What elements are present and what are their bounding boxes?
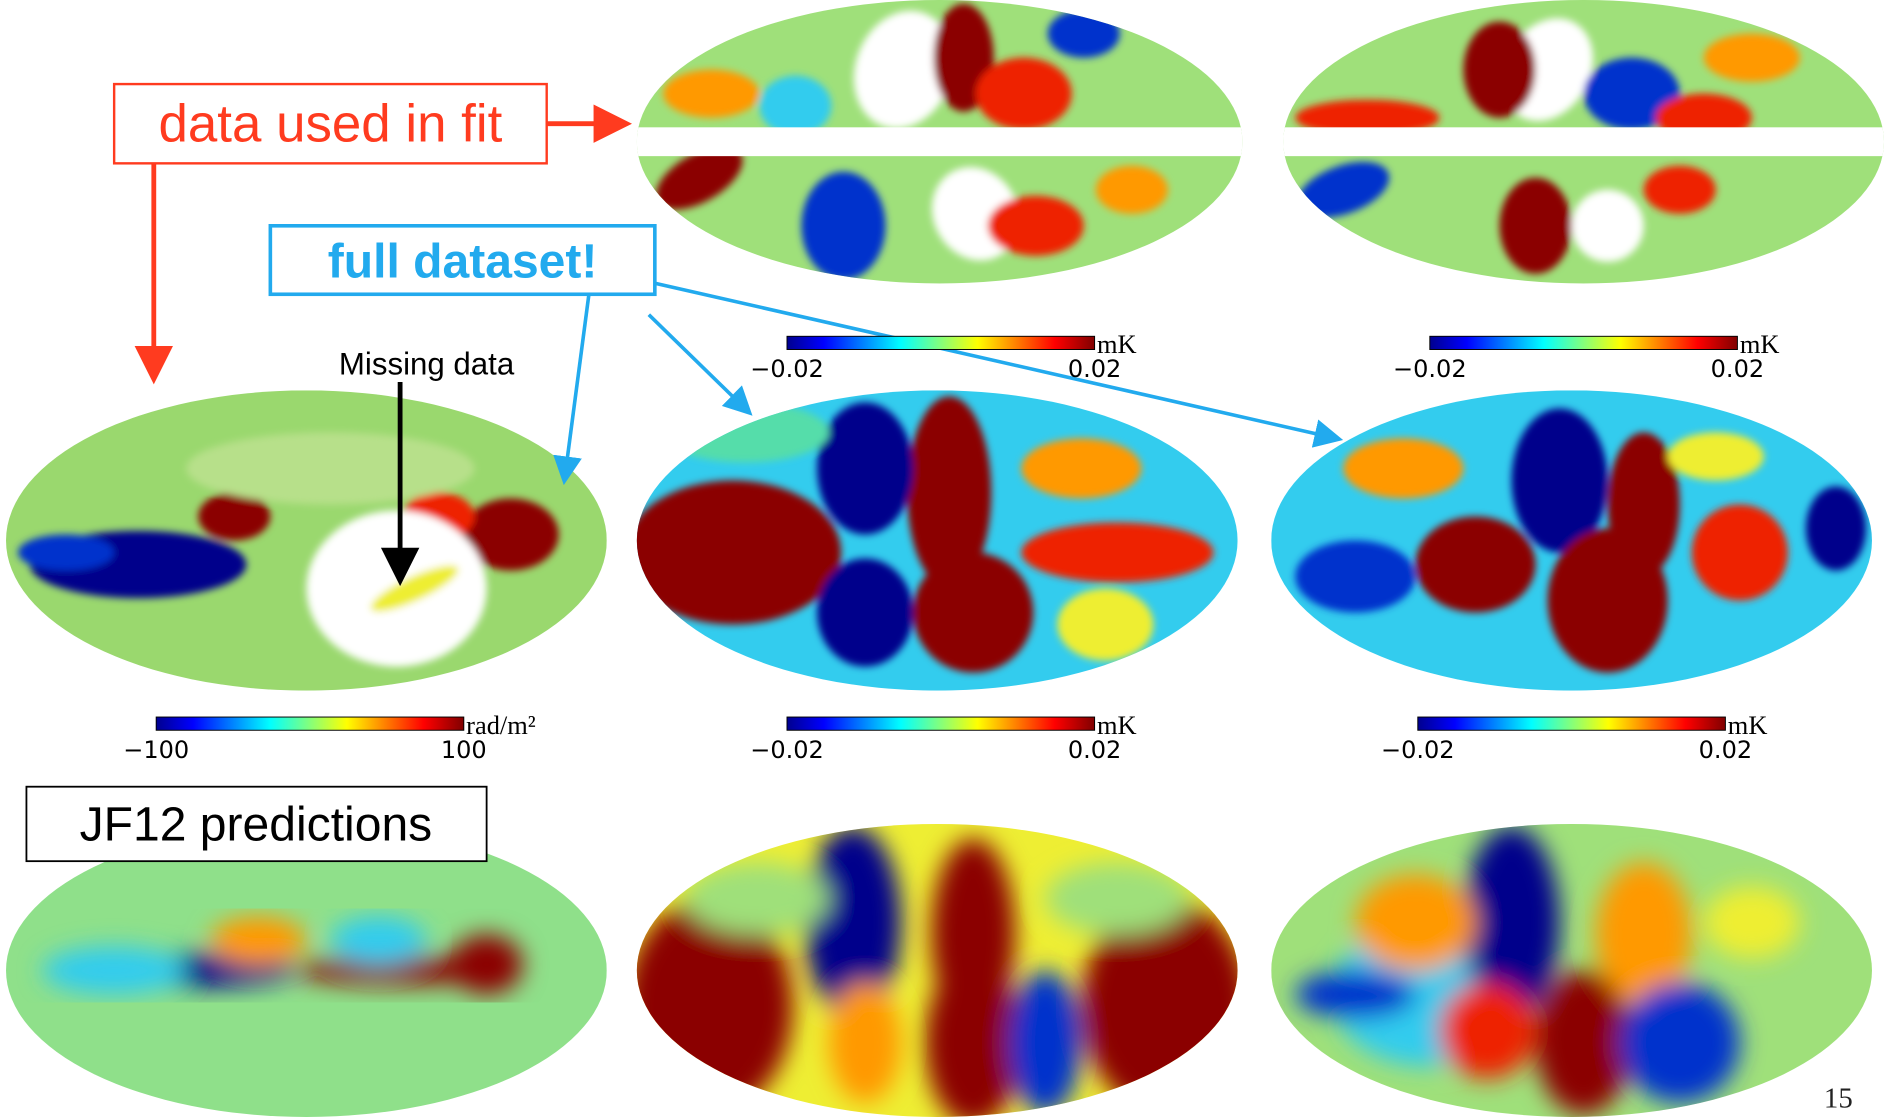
map-region	[1021, 438, 1141, 498]
colorbar-max: 0.02	[1068, 355, 1121, 383]
map-region	[1572, 190, 1644, 262]
map-region	[42, 946, 186, 994]
map-region	[18, 534, 114, 570]
map-region	[1057, 589, 1153, 661]
map-region	[1045, 862, 1189, 934]
map-region	[625, 480, 841, 624]
map-region	[1548, 528, 1668, 672]
map-region	[663, 70, 759, 118]
colorbar-max: 100	[441, 736, 487, 764]
map-region	[1536, 970, 1632, 1114]
colorbar	[787, 336, 1095, 349]
map-region	[1644, 166, 1716, 214]
map-region	[988, 196, 1084, 256]
colorbar-min: −100	[123, 736, 189, 764]
map-region	[1048, 10, 1120, 58]
map-region	[759, 76, 831, 136]
arrow	[649, 315, 748, 411]
map-region	[1704, 34, 1800, 82]
colorbar-max: 0.02	[1068, 736, 1121, 764]
map-region	[1439, 982, 1535, 1078]
map-region	[1021, 522, 1213, 582]
colorbar	[787, 717, 1095, 730]
colorbar-min: −0.02	[1381, 736, 1455, 764]
map-region	[1295, 970, 1415, 1018]
fit-label: data used in fit	[159, 95, 503, 154]
map-region	[1295, 540, 1415, 612]
map-region	[186, 432, 474, 504]
map-region	[1620, 982, 1740, 1102]
prediction-label: JF12 predictions	[80, 799, 433, 852]
map-region	[1668, 432, 1764, 480]
map-region	[1343, 438, 1463, 498]
map-region	[1355, 874, 1475, 970]
map-region	[829, 982, 901, 1102]
map-region	[1415, 516, 1535, 612]
full-label: full dataset!	[328, 235, 598, 288]
map-region	[1692, 504, 1788, 600]
colorbar-unit: mK	[1097, 710, 1137, 740]
map-region	[817, 402, 913, 534]
map-region	[817, 559, 913, 667]
colorbar-unit: mK	[1740, 329, 1780, 359]
colorbar-max: 0.02	[1711, 355, 1764, 383]
sky-map	[625, 390, 1238, 690]
mask-band	[1283, 127, 1884, 156]
sky-map	[6, 390, 607, 690]
colorbar-max: 0.02	[1699, 736, 1752, 764]
colorbar	[156, 717, 464, 730]
colorbar-min: −0.02	[750, 736, 824, 764]
colorbar-min: −0.02	[1393, 355, 1467, 383]
arrow	[565, 295, 589, 478]
map-region	[1704, 886, 1800, 958]
map-region	[801, 172, 885, 280]
sky-map	[1271, 824, 1872, 1117]
map-region	[661, 402, 829, 462]
map-region	[451, 934, 523, 994]
colorbar	[1430, 336, 1738, 349]
sky-map	[1271, 390, 1872, 690]
colorbar-unit: mK	[1097, 329, 1137, 359]
colorbar	[1418, 717, 1726, 730]
sky-map	[625, 824, 1250, 1117]
sky-maps	[6, 0, 1884, 1117]
colorbar-unit: mK	[1728, 710, 1768, 740]
map-region	[913, 552, 1033, 672]
slide: data used in fit full dataset! Missing d…	[0, 0, 1884, 1117]
sky-map	[1283, 0, 1884, 283]
colorbar-unit: rad/m²	[466, 710, 536, 740]
map-region	[210, 916, 306, 964]
map-region	[685, 862, 829, 934]
map-region	[976, 58, 1072, 130]
sky-map	[6, 824, 607, 1117]
colorbar-min: −0.02	[750, 355, 824, 383]
map-region	[1096, 166, 1168, 214]
map-region	[1806, 486, 1866, 570]
sky-map	[637, 0, 1243, 283]
missing-label: Missing data	[339, 347, 515, 382]
map-region	[1463, 22, 1535, 118]
page-number: 15	[1824, 1082, 1853, 1114]
map-region	[1009, 970, 1081, 1114]
map-region	[330, 916, 426, 964]
map-region	[1500, 178, 1572, 274]
mask-band	[637, 127, 1243, 156]
